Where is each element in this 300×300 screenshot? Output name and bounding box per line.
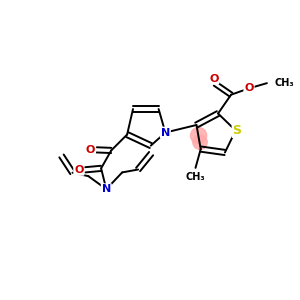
Text: CH₃: CH₃ bbox=[186, 172, 205, 182]
Text: N: N bbox=[102, 184, 111, 194]
Circle shape bbox=[190, 128, 207, 144]
Text: S: S bbox=[232, 124, 242, 137]
Text: O: O bbox=[74, 165, 83, 175]
Text: CH₃: CH₃ bbox=[275, 78, 295, 88]
Text: N: N bbox=[161, 128, 170, 138]
Text: O: O bbox=[244, 83, 254, 93]
Text: O: O bbox=[86, 145, 95, 155]
Circle shape bbox=[193, 135, 207, 149]
Text: O: O bbox=[209, 74, 218, 83]
